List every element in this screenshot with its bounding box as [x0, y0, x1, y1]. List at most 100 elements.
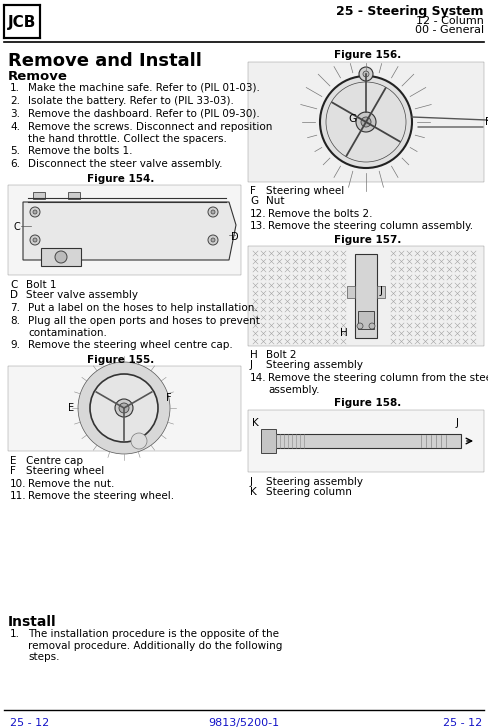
Text: K: K: [252, 418, 259, 428]
Circle shape: [357, 323, 363, 329]
Bar: [33, 192, 45, 199]
Text: Centre cap: Centre cap: [26, 456, 83, 466]
Text: 9.: 9.: [10, 340, 20, 350]
Text: J: J: [380, 286, 383, 296]
Text: Bolt 1: Bolt 1: [26, 280, 57, 290]
Text: Remove the steering wheel.: Remove the steering wheel.: [28, 491, 174, 501]
Text: Bolt 2: Bolt 2: [266, 350, 297, 360]
Text: 5.: 5.: [10, 146, 20, 156]
Circle shape: [356, 112, 376, 132]
Circle shape: [211, 210, 215, 214]
Text: The installation procedure is the opposite of the
removal procedure. Additionall: The installation procedure is the opposi…: [28, 629, 283, 662]
Bar: [248, 410, 484, 472]
Circle shape: [78, 362, 170, 454]
Text: Remove the steering column assembly.: Remove the steering column assembly.: [268, 221, 473, 231]
Text: 25 - Steering System: 25 - Steering System: [337, 5, 484, 18]
Bar: [8, 185, 241, 275]
Text: D: D: [231, 232, 239, 242]
Circle shape: [359, 67, 373, 81]
Text: 25 - 12: 25 - 12: [443, 718, 482, 727]
Text: 2.: 2.: [10, 96, 20, 106]
Circle shape: [55, 251, 67, 263]
Text: K: K: [250, 487, 257, 497]
Text: J: J: [250, 477, 253, 487]
Text: Steering wheel: Steering wheel: [266, 186, 344, 196]
Text: JCB: JCB: [8, 15, 36, 30]
Text: F: F: [10, 466, 16, 476]
Text: Remove the bolts 2.: Remove the bolts 2.: [268, 209, 372, 219]
Text: Steering wheel: Steering wheel: [26, 466, 104, 476]
Text: H: H: [340, 328, 348, 338]
Bar: [8, 366, 241, 451]
Text: J: J: [250, 360, 253, 370]
Text: Remove the steering column from the steering
assembly.: Remove the steering column from the stee…: [268, 373, 488, 395]
Bar: [248, 62, 484, 182]
Circle shape: [119, 403, 129, 413]
Text: 1.: 1.: [10, 83, 20, 93]
Text: Nut: Nut: [266, 196, 285, 206]
Circle shape: [320, 76, 412, 168]
Text: 3.: 3.: [10, 109, 20, 119]
Circle shape: [90, 374, 158, 442]
Text: 4.: 4.: [10, 122, 20, 132]
Text: Steering column: Steering column: [266, 487, 352, 497]
Text: F: F: [250, 186, 256, 196]
Text: Disconnect the steer valve assembly.: Disconnect the steer valve assembly.: [28, 159, 223, 169]
Text: G: G: [250, 196, 258, 206]
Text: Steer valve assembly: Steer valve assembly: [26, 290, 138, 300]
Text: 13.: 13.: [250, 221, 266, 231]
Text: C: C: [10, 280, 18, 290]
Text: Figure 155.: Figure 155.: [87, 355, 155, 365]
Bar: [261, 429, 276, 453]
Text: F: F: [485, 117, 488, 127]
Circle shape: [208, 207, 218, 217]
Bar: [68, 192, 80, 199]
Text: 1.: 1.: [10, 629, 20, 639]
Text: F: F: [166, 393, 172, 403]
Text: 14.: 14.: [250, 373, 266, 383]
Bar: [377, 286, 385, 298]
Circle shape: [211, 238, 215, 242]
Text: 6.: 6.: [10, 159, 20, 169]
Text: Figure 154.: Figure 154.: [87, 174, 155, 184]
Text: Isolate the battery. Refer to (PIL 33-03).: Isolate the battery. Refer to (PIL 33-03…: [28, 96, 234, 106]
Text: Remove the steering wheel centre cap.: Remove the steering wheel centre cap.: [28, 340, 233, 350]
Text: Remove the dashboard. Refer to (PIL 09-30).: Remove the dashboard. Refer to (PIL 09-3…: [28, 109, 260, 119]
Text: Steering assembly: Steering assembly: [266, 477, 363, 487]
Text: Remove and Install: Remove and Install: [8, 52, 202, 70]
Text: 8.: 8.: [10, 316, 20, 326]
Text: 9813/5200-1: 9813/5200-1: [208, 718, 280, 727]
Bar: [6, 7, 38, 36]
Text: Put a label on the hoses to help installation.: Put a label on the hoses to help install…: [28, 303, 258, 313]
Circle shape: [115, 399, 133, 417]
Text: Remove the bolts 1.: Remove the bolts 1.: [28, 146, 133, 156]
Text: Install: Install: [8, 615, 57, 629]
Text: Make the machine safe. Refer to (PIL 01-03).: Make the machine safe. Refer to (PIL 01-…: [28, 83, 260, 93]
Text: H: H: [250, 350, 258, 360]
Text: G: G: [348, 114, 356, 124]
Text: C: C: [13, 222, 20, 232]
Text: 25 - 12: 25 - 12: [10, 718, 49, 727]
Bar: [271, 434, 461, 448]
Text: 00 - General: 00 - General: [415, 25, 484, 35]
Bar: [248, 246, 484, 346]
Text: J: J: [456, 418, 459, 428]
Bar: [41, 248, 81, 266]
Text: D: D: [10, 290, 18, 300]
Circle shape: [208, 235, 218, 245]
Text: Remove the nut.: Remove the nut.: [28, 479, 114, 489]
Bar: [355, 254, 377, 338]
Text: Figure 157.: Figure 157.: [334, 235, 402, 245]
Circle shape: [33, 210, 37, 214]
Text: Steering assembly: Steering assembly: [266, 360, 363, 370]
FancyBboxPatch shape: [4, 5, 40, 38]
Text: E: E: [10, 456, 17, 466]
Text: 11.: 11.: [10, 491, 27, 501]
Circle shape: [30, 207, 40, 217]
Text: Plug all the open ports and hoses to prevent
contamination.: Plug all the open ports and hoses to pre…: [28, 316, 260, 337]
Bar: [358, 311, 374, 329]
Bar: [347, 286, 355, 298]
Circle shape: [363, 71, 369, 77]
Text: Remove the screws. Disconnect and reposition
the hand throttle. Collect the spac: Remove the screws. Disconnect and reposi…: [28, 122, 272, 144]
Text: Figure 158.: Figure 158.: [334, 398, 402, 408]
